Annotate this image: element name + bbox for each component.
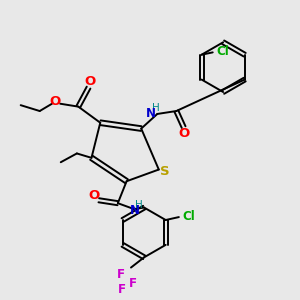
Text: F: F (128, 277, 136, 290)
Text: Cl: Cl (182, 210, 195, 223)
Text: O: O (84, 75, 95, 88)
Text: H: H (152, 103, 160, 112)
Text: Cl: Cl (216, 45, 229, 58)
Text: O: O (178, 127, 190, 140)
Text: N: N (130, 204, 140, 217)
Text: H: H (135, 200, 143, 210)
Text: F: F (117, 268, 125, 281)
Text: F: F (118, 283, 126, 296)
Text: N: N (146, 107, 156, 120)
Text: O: O (49, 95, 61, 108)
Text: S: S (160, 164, 170, 178)
Text: O: O (88, 189, 99, 203)
